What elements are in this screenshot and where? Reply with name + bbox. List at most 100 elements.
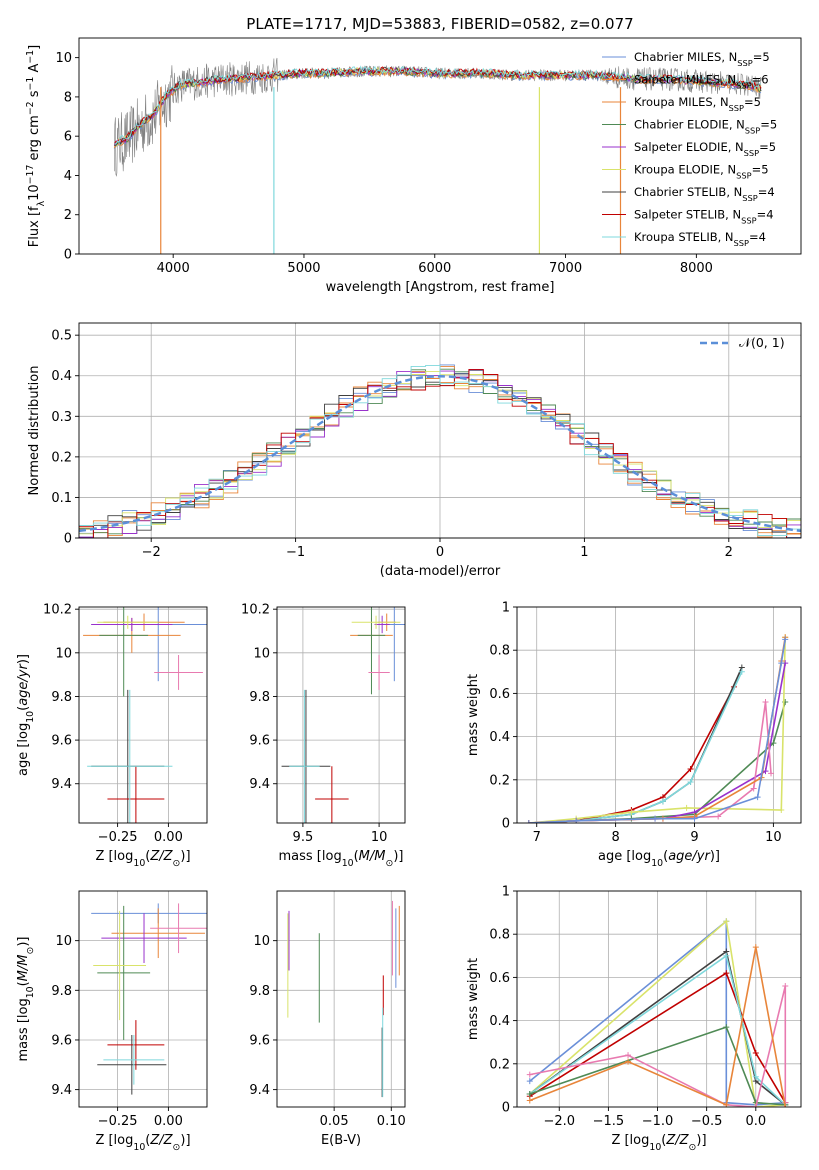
y-tick-label: 10 [55,51,72,66]
y-tick-label: 0.2 [489,773,510,788]
y-tick-label: 0.4 [489,730,510,745]
spectrum-model-line [114,65,762,145]
label-fragment: SSP [745,126,760,136]
y-tick-label: 2 [64,208,72,223]
legend-label: Salpeter ELODIE, NSSP=5 [634,140,776,158]
label-fragment: Kroupa MILES, N [634,95,729,109]
y-tick-label: 9.6 [249,1033,270,1048]
legend-label: Kroupa MILES, NSSP=5 [634,95,761,113]
y-tick-label: 9.4 [51,777,72,792]
label-fragment: =5 [752,163,769,177]
y-tick-label: 6 [64,130,72,145]
label-fragment: ⊙ [173,1142,181,1153]
label-fragment: SSP [742,193,757,203]
label-fragment: =4 [757,208,774,222]
mass-weight-marker [752,1050,759,1056]
label-fragment: 10 [651,858,663,869]
x-axis-label: (data-model)/error [380,564,501,579]
y-axis-label: Normed distribution [27,366,42,496]
x-tick-label: 0.00 [154,830,183,845]
mass-weight-marker [723,918,730,925]
mass-weight-marker [526,1097,533,1104]
plot-area [525,634,789,823]
label-fragment: ( [661,1133,666,1148]
mass-weight-line [528,637,786,823]
residual-histogram [79,368,801,538]
label-fragment: erg cm [27,115,42,164]
label-fragment: 10 [133,1142,145,1153]
x-tick-label: 6000 [418,261,451,276]
y-tick-label: 9.4 [249,777,270,792]
y-tick-label: 0.6 [489,687,510,702]
legend-label: Kroupa ELODIE, NSSP=5 [634,163,769,181]
x-axis-label: Z [log10(Z/Z⊙)] [95,849,190,869]
y-tick-label: 9.6 [249,734,270,749]
y-tick-label: 0 [64,532,72,547]
x-axis-label: age [log10(age/yr)] [598,849,720,869]
mass-weight-marker [752,1073,759,1080]
label-fragment: SSP [729,103,744,113]
panel-residuals: 𝒩(0, 1) −2 −1 0 1 2 0 0.1 0.2 0.3 0.4 0.5 (data-mode… [27,322,802,579]
label-fragment: −1 [25,77,36,91]
label-fragment: age/yr [16,662,31,705]
y-tick-label: 0.8 [489,928,510,943]
y-tick-label: 1 [502,885,510,900]
y-tick-label: 9.6 [51,734,72,749]
label-fragment: SSP [737,58,752,68]
residual-histogram [79,364,801,537]
label-fragment: Salpeter MILES, N [634,73,736,87]
label-fragment: Salpeter STELIB, N [634,208,741,222]
panel-massweight_vs_Z: −2.0 −1.5 −1.0 −0.5 0.0 0 0.2 0.4 0.6 0.8 1 Z [log1… [466,885,802,1153]
mass-weight-marker [715,813,722,820]
legend-label: Salpeter MILES, NSSP=6 [634,73,769,91]
figure-title: PLATE=1717, MJD=53883, FIBERID=0582, z=0… [246,15,633,33]
axes-frame [78,890,208,1108]
label-fragment: 10 [342,858,354,869]
x-tick-label: 9.5 [293,830,314,845]
mass-weight-marker [659,798,666,805]
label-fragment: )] [393,849,403,864]
label-fragment: 10 [27,184,42,201]
label-fragment: =4 [749,230,766,244]
x-tick-label: 0 [436,545,444,560]
label-fragment: ( [145,849,150,864]
plot-area [526,918,789,1107]
label-fragment: ( [663,849,668,864]
label-fragment: 10 [25,986,36,998]
plot-area [83,607,207,823]
label-fragment: Flux [f [27,206,42,247]
label-fragment: ] [27,45,42,50]
x-tick-label: 0.0 [745,1114,766,1129]
label-fragment: Chabrier MILES, N [634,50,737,64]
x-tick-label: 5000 [287,261,320,276]
mass-weight-marker [625,1052,632,1059]
mass-weight-marker [752,1104,759,1107]
x-tick-label: 0.10 [377,1114,406,1129]
y-axis-label: age [log10(age/yr)] [16,654,36,776]
label-fragment: )] [16,937,31,947]
mass-weight-marker [723,970,730,977]
label-fragment: M/M [359,849,386,864]
y-tick-label: 9.4 [249,1083,270,1098]
axes-frame [516,606,802,824]
label-fragment: 10 [649,1142,661,1153]
label-fragment: Kroupa STELIB, N [634,230,734,244]
y-tick-label: 9.4 [51,1083,72,1098]
plot-area [287,900,400,1098]
plot-area [91,903,207,1095]
label-fragment: λ [36,200,47,206]
y-tick-label: 0.1 [51,491,72,506]
y-tick-label: 0.5 [51,329,72,344]
label-fragment: =5 [753,50,770,64]
label-fragment: =5 [760,118,777,132]
y-tick-label: 0.4 [51,369,72,384]
x-axis-label: wavelength [Angstrom, rest frame] [326,280,555,295]
y-tick-label: 4 [64,169,72,184]
label-fragment: )] [710,849,720,864]
legend-label: 𝒩(0, 1) [739,335,785,350]
axes-frame [78,606,208,824]
label-fragment: mass [log [279,849,342,864]
label-fragment: 10 [25,711,36,723]
